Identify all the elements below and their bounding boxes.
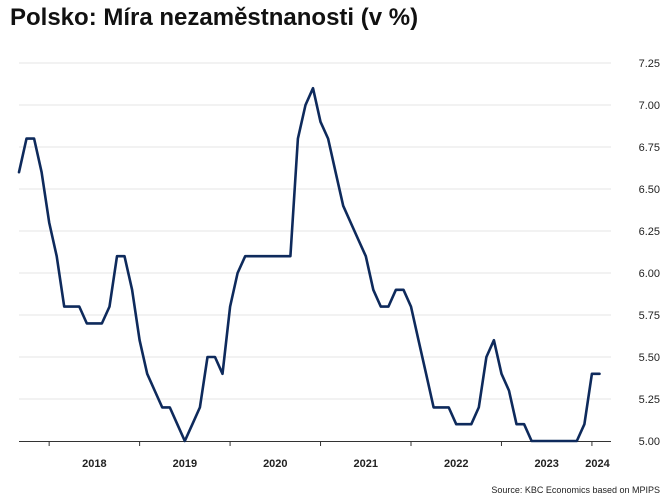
- chart-title: Polsko: Míra nezaměstnanosti (v %): [10, 4, 419, 31]
- x-tick-label: 2019: [173, 458, 197, 470]
- x-tick-label: 2021: [354, 458, 378, 470]
- x-tick-label: 2018: [82, 458, 106, 470]
- x-tick-label: 2022: [444, 458, 468, 470]
- x-tick-label: 2024: [585, 458, 610, 470]
- x-axis: [19, 441, 611, 446]
- y-tick-label: 6.25: [639, 226, 660, 238]
- x-tick-label: 2023: [534, 458, 558, 470]
- y-tick-label: 5.25: [639, 394, 660, 406]
- y-tick-label: 5.00: [639, 436, 660, 448]
- y-tick-label: 7.25: [639, 58, 660, 70]
- gridlines: [19, 62, 611, 400]
- y-tick-label: 6.50: [639, 184, 660, 196]
- series-line: [17, 86, 601, 443]
- series-layer: [17, 86, 601, 443]
- y-tick-label: 6.00: [639, 268, 660, 280]
- y-tick-label: 6.75: [639, 142, 660, 154]
- y-tick-label: 7.00: [639, 100, 660, 112]
- y-axis: 5.00 5.25 5.50 5.75 6.00 6.25 6.50 6.75 7.00 7.25: [639, 58, 660, 448]
- y-tick-label: 5.50: [639, 352, 660, 364]
- x-axis-labels: 2018 2019 2020 2021 2022 2023 2024: [82, 458, 610, 470]
- source-note: Source: KBC Economics based on MPIPS: [491, 485, 660, 495]
- y-tick-label: 5.75: [639, 310, 660, 322]
- x-tick-label: 2020: [263, 458, 287, 470]
